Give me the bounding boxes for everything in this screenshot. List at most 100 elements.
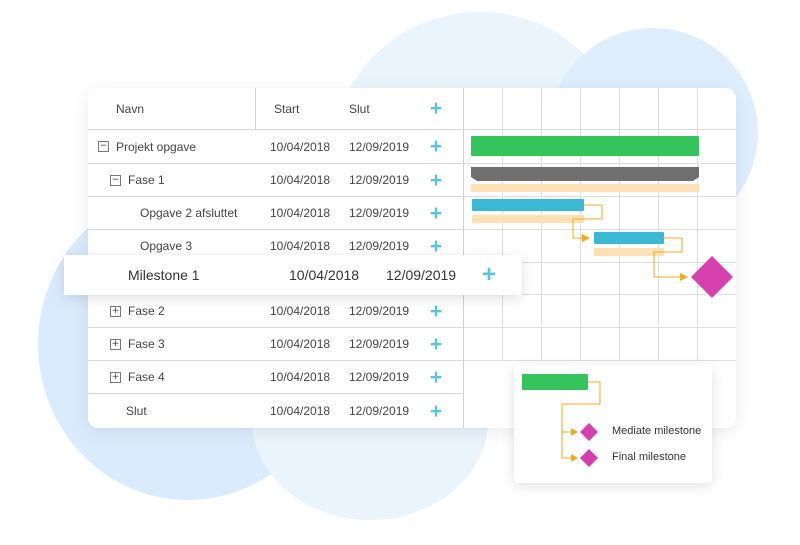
task-name: Milestone 1 [128,267,200,283]
legend-graphics [561,381,601,467]
add-subtask-button[interactable]: + [426,130,446,163]
task-end-date: 12/09/2019 [349,404,410,418]
task-row[interactable]: − Fase 1 10/04/2018 12/09/2019 + [88,164,463,197]
legend-label-mediate: Mediate milestone [612,425,702,437]
final-milestone-icon [580,449,598,467]
task-name-cell: Slut [88,394,294,428]
grid-line [580,88,581,360]
grid-line [464,327,736,328]
task-name: Fase 1 [128,173,165,187]
task-name: Slut [126,404,147,418]
plus-icon: + [429,399,443,423]
collapse-icon[interactable]: − [98,141,109,152]
task-name: Opgave 2 afsluttet [140,206,238,220]
legend-card: Mediate milestone Final milestone [514,365,712,483]
grid-header: Navn Start Slut + [88,88,463,130]
legend-link [561,381,601,433]
grid-line [464,360,736,361]
plus-icon: + [429,234,443,258]
grid-line [619,88,620,360]
add-subtask-button[interactable]: + [426,164,446,196]
task-start-date: 10/04/2018 [270,337,331,351]
grid-line [464,229,736,230]
plus-icon: + [429,201,443,225]
task-bar[interactable] [594,232,664,244]
task-start-date: 10/04/2018 [270,304,331,318]
link-arrow-icon [680,273,688,281]
grid-line [464,262,736,263]
link-arrow-icon [571,428,578,436]
add-subtask-button[interactable]: + [426,295,446,327]
expand-icon[interactable]: + [110,371,121,383]
grid-line [697,88,698,360]
task-name: Fase 3 [128,337,165,351]
plus-icon: + [429,299,443,323]
plus-icon: + [429,168,443,192]
add-subtask-button[interactable]: + [426,328,446,360]
summary-bar[interactable] [471,167,699,181]
mediate-milestone-icon [580,423,598,441]
task-name-cell: − Projekt opgave [88,130,266,163]
task-start-date: 10/04/2018 [270,239,331,253]
task-bar[interactable] [472,199,584,211]
grid-line [541,88,542,360]
task-end-date: 12/09/2019 [349,173,410,187]
milestone-row[interactable]: Milestone 1 10/04/2018 12/09/2019 + [64,255,522,295]
task-name: Fase 2 [128,304,165,318]
task-start-date: 10/04/2018 [270,173,331,187]
task-end-date: 12/09/2019 [349,337,410,351]
add-subtask-button[interactable]: + [426,394,446,428]
baseline-bar [471,184,699,192]
task-name-cell: − Fase 1 [88,164,278,196]
gantt-overlay [471,167,699,281]
add-subtask-button[interactable]: + [426,230,446,262]
link-arrow-icon [571,454,578,462]
task-end-date: 12/09/2019 [349,370,410,384]
plus-icon: + [429,97,443,120]
task-row[interactable]: Opgave 2 afsluttet 10/04/2018 12/09/2019… [88,197,463,230]
task-name-cell: + Fase 3 [88,328,278,360]
link-arrow-icon [582,234,590,242]
grid-line [464,294,736,295]
task-end-date: 12/09/2019 [349,139,410,154]
task-start-date: 10/04/2018 [270,370,331,384]
column-header-end[interactable]: Slut [349,101,370,116]
plus-icon: + [429,135,443,158]
task-end-date: 12/09/2019 [386,267,457,283]
column-divider [255,88,256,129]
baseline-bar [594,248,664,256]
gantt-chart [463,88,736,428]
grid-line [464,129,736,130]
task-row[interactable]: + Fase 2 10/04/2018 12/09/2019 + [88,295,463,328]
legend-link [561,432,571,459]
task-name-cell: + Fase 2 [88,295,278,327]
add-subtask-button[interactable]: + [426,197,446,229]
task-name: Opgave 3 [140,239,193,253]
add-subtask-button[interactable]: + [426,361,446,393]
add-subtask-button[interactable]: + [478,255,500,295]
project-task-bar[interactable] [471,136,699,156]
task-start-date: 10/04/2018 [270,139,331,154]
column-header-start[interactable]: Start [274,101,300,116]
expand-icon[interactable]: + [110,305,121,317]
task-start-date: 10/04/2018 [289,267,360,283]
task-row[interactable]: − Projekt opgave 10/04/2018 12/09/2019 + [88,130,463,164]
task-name-cell: Opgave 2 afsluttet [88,197,308,229]
dependency-link [653,237,683,278]
task-row[interactable]: + Fase 4 10/04/2018 12/09/2019 + [88,361,463,394]
task-end-date: 12/09/2019 [349,239,410,253]
column-header-name[interactable]: Navn [116,101,145,116]
expand-icon[interactable]: + [110,338,121,350]
add-task-button[interactable]: + [426,88,446,129]
task-start-date: 10/04/2018 [270,404,331,418]
collapse-icon[interactable]: − [110,174,121,186]
task-name-cell: + Fase 4 [88,361,278,393]
legend-label-final: Final milestone [612,451,686,463]
grid-line [658,88,659,360]
task-row[interactable]: Slut 10/04/2018 12/09/2019 + [88,394,463,428]
task-row[interactable]: + Fase 3 10/04/2018 12/09/2019 + [88,328,463,361]
legend-task-bar [522,374,588,390]
task-name: Fase 4 [128,370,165,384]
plus-icon: + [429,332,443,356]
grid-line [464,163,736,164]
